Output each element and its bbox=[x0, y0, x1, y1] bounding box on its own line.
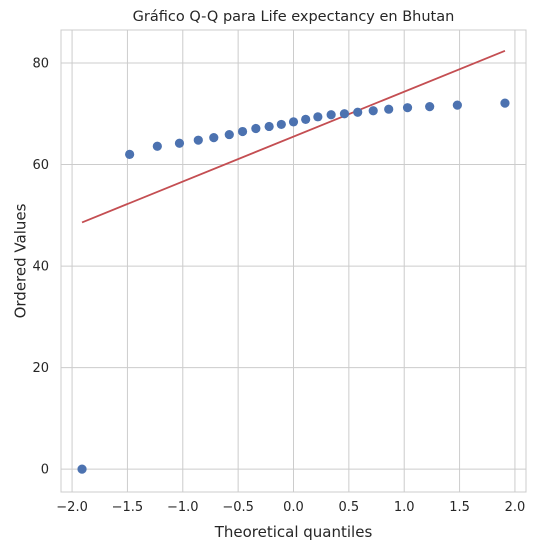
chart-title: Gráfico Q-Q para Life expectancy en Bhut… bbox=[133, 9, 455, 25]
reference-line bbox=[81, 49, 506, 224]
y-axis-title: Ordered Values bbox=[12, 203, 30, 318]
data-point bbox=[288, 117, 299, 127]
data-point bbox=[193, 135, 203, 145]
reference-line-series bbox=[81, 49, 506, 224]
x-tick-label: −2.0 bbox=[56, 500, 88, 515]
data-point bbox=[301, 114, 311, 124]
y-gridlines bbox=[61, 62, 526, 470]
y-tick-label: 0 bbox=[41, 463, 49, 478]
data-point bbox=[125, 149, 135, 159]
x-tick-label: 0.5 bbox=[339, 500, 360, 515]
data-point bbox=[339, 109, 350, 119]
data-point bbox=[500, 98, 510, 108]
y-tick-label: 40 bbox=[32, 260, 49, 275]
data-point bbox=[313, 112, 323, 122]
y-tick-labels: 0 20 40 60 80 bbox=[32, 57, 49, 478]
y-tick-label: 80 bbox=[32, 57, 49, 72]
data-point bbox=[251, 123, 261, 134]
data-point bbox=[224, 129, 234, 140]
data-point bbox=[174, 138, 185, 148]
x-tick-label: −1.5 bbox=[112, 500, 144, 515]
data-point bbox=[152, 141, 162, 151]
x-gridlines bbox=[71, 30, 516, 492]
data-point bbox=[452, 100, 462, 110]
y-tick-label: 20 bbox=[32, 361, 49, 376]
data-point bbox=[384, 104, 394, 114]
data-point bbox=[237, 126, 248, 137]
x-tick-label: 1.0 bbox=[394, 500, 415, 515]
plot-frame bbox=[60, 29, 527, 493]
x-tick-label: −0.5 bbox=[222, 500, 254, 515]
data-points-series bbox=[77, 98, 510, 474]
data-point bbox=[209, 133, 219, 143]
data-point bbox=[276, 119, 286, 130]
x-tick-labels: −2.0 −1.5 −1.0 −0.5 0.0 0.5 1.0 1.5 2.0 bbox=[56, 500, 525, 515]
data-point bbox=[326, 110, 336, 120]
data-point bbox=[77, 464, 87, 474]
data-point bbox=[425, 102, 435, 112]
x-tick-label: 0.0 bbox=[283, 500, 304, 515]
x-axis-title: Theoretical quantiles bbox=[214, 523, 373, 541]
data-point bbox=[264, 121, 274, 132]
data-point bbox=[368, 106, 378, 116]
y-tick-label: 60 bbox=[32, 158, 49, 173]
x-tick-label: 2.0 bbox=[505, 500, 526, 515]
x-tick-label: 1.5 bbox=[449, 500, 470, 515]
x-tick-label: −1.0 bbox=[167, 500, 199, 515]
data-point bbox=[353, 107, 363, 117]
data-point bbox=[402, 103, 413, 113]
